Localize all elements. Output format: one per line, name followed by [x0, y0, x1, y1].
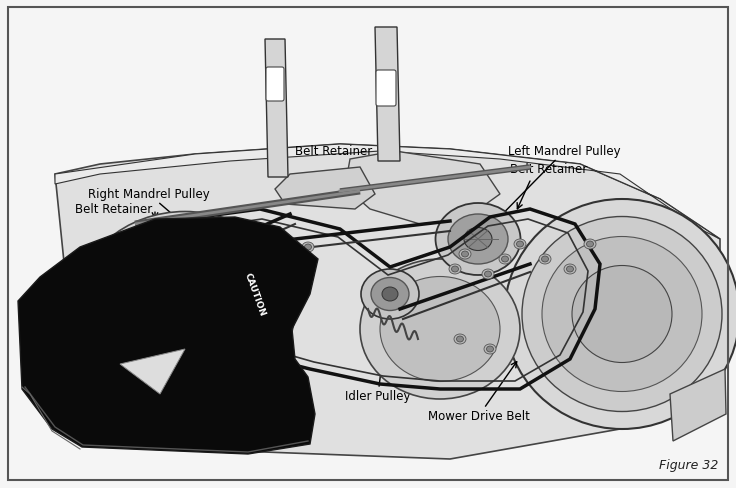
Ellipse shape [169, 228, 175, 235]
Ellipse shape [222, 235, 234, 244]
Ellipse shape [382, 287, 398, 302]
Ellipse shape [459, 249, 471, 260]
Ellipse shape [217, 256, 227, 264]
Text: Belt Retainer: Belt Retainer [295, 145, 394, 180]
Ellipse shape [454, 334, 466, 345]
Ellipse shape [192, 220, 204, 229]
Ellipse shape [501, 257, 509, 263]
Ellipse shape [302, 243, 314, 252]
Ellipse shape [194, 222, 202, 227]
Polygon shape [275, 168, 375, 209]
Text: Belt Retainer: Belt Retainer [75, 203, 152, 216]
Ellipse shape [135, 265, 235, 353]
Ellipse shape [517, 242, 523, 247]
Text: Belt Retainer: Belt Retainer [510, 163, 587, 176]
Ellipse shape [482, 269, 494, 280]
Polygon shape [265, 40, 288, 178]
Ellipse shape [244, 286, 252, 292]
Ellipse shape [484, 345, 496, 354]
Ellipse shape [210, 249, 216, 256]
Ellipse shape [499, 254, 511, 264]
Ellipse shape [451, 266, 459, 272]
Ellipse shape [564, 264, 576, 274]
Ellipse shape [542, 237, 702, 392]
Ellipse shape [522, 217, 722, 412]
Ellipse shape [484, 271, 492, 278]
Ellipse shape [539, 254, 551, 264]
Ellipse shape [514, 240, 526, 249]
Polygon shape [120, 349, 185, 394]
Ellipse shape [361, 269, 419, 319]
FancyBboxPatch shape [266, 68, 284, 102]
Text: Idler Pulley: Idler Pulley [345, 300, 411, 402]
Text: Mower Drive Belt: Mower Drive Belt [428, 362, 530, 422]
Polygon shape [375, 28, 400, 162]
Text: CAUTION: CAUTION [243, 271, 267, 317]
Ellipse shape [436, 203, 520, 275]
Ellipse shape [567, 266, 573, 272]
Ellipse shape [584, 240, 596, 249]
Ellipse shape [464, 228, 492, 251]
Text: Left Mandrel Pulley: Left Mandrel Pulley [482, 145, 620, 235]
Ellipse shape [542, 257, 548, 263]
Ellipse shape [100, 235, 270, 384]
Ellipse shape [572, 266, 672, 363]
Ellipse shape [360, 260, 520, 399]
Ellipse shape [207, 247, 219, 258]
Ellipse shape [587, 242, 593, 247]
Ellipse shape [448, 215, 508, 264]
Ellipse shape [211, 250, 233, 268]
Text: Figure 32: Figure 32 [659, 458, 718, 471]
Ellipse shape [371, 278, 409, 311]
Ellipse shape [269, 306, 275, 312]
Ellipse shape [305, 244, 311, 250]
FancyBboxPatch shape [376, 71, 396, 107]
Ellipse shape [197, 239, 247, 281]
Ellipse shape [456, 336, 464, 342]
Polygon shape [345, 152, 500, 224]
Ellipse shape [266, 305, 278, 314]
Ellipse shape [186, 229, 258, 289]
Ellipse shape [504, 200, 736, 429]
Ellipse shape [486, 346, 494, 352]
Ellipse shape [166, 226, 178, 237]
Polygon shape [55, 145, 720, 240]
Ellipse shape [380, 277, 500, 382]
Text: Right Mandrel Pulley: Right Mandrel Pulley [88, 188, 210, 248]
Polygon shape [55, 145, 720, 459]
Polygon shape [670, 369, 726, 441]
Ellipse shape [242, 285, 254, 294]
Polygon shape [18, 218, 318, 454]
Ellipse shape [449, 264, 461, 274]
Ellipse shape [224, 237, 232, 243]
Ellipse shape [461, 251, 469, 258]
Ellipse shape [75, 212, 295, 407]
